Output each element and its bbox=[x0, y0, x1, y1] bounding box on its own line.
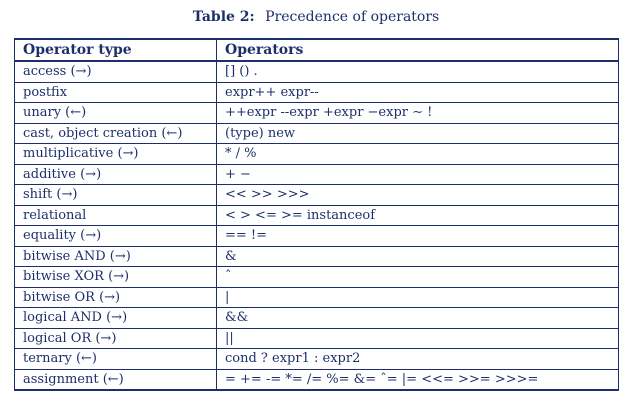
operators-cell: << >> >>> bbox=[216, 184, 619, 206]
operators-cell: < > <= >= instanceof bbox=[216, 204, 619, 226]
operators-cell: expr++ expr-- bbox=[216, 81, 619, 103]
operator-type-cell: bitwise XOR (→) bbox=[14, 266, 217, 288]
operator-type-cell: assignment (←) bbox=[14, 368, 217, 391]
operator-type-cell: access (→) bbox=[14, 60, 217, 83]
operators-cell: | bbox=[216, 286, 619, 308]
table-row: postfix expr++ expr-- bbox=[14, 81, 619, 103]
operators-cell: * / % bbox=[216, 143, 619, 165]
operators-cell: ˆ bbox=[216, 266, 619, 288]
table-header-row: Operator type Operators bbox=[14, 38, 619, 62]
operator-type-cell: multiplicative (→) bbox=[14, 143, 217, 165]
operator-type-cell: bitwise OR (→) bbox=[14, 286, 217, 308]
operator-type-cell: shift (→) bbox=[14, 184, 217, 206]
operators-cell: || bbox=[216, 327, 619, 349]
operator-type-cell: cast, object creation (←) bbox=[14, 122, 217, 144]
operator-type-cell: ternary (←) bbox=[14, 348, 217, 370]
table-row: logical AND (→) && bbox=[14, 307, 619, 329]
operator-type-cell: additive (→) bbox=[14, 163, 217, 185]
operator-type-cell: relational bbox=[14, 204, 217, 226]
operator-type-cell: unary (←) bbox=[14, 102, 217, 124]
table-row: bitwise XOR (→) ˆ bbox=[14, 266, 619, 288]
table-row: logical OR (→) || bbox=[14, 327, 619, 349]
table-caption-label: Table 2: bbox=[192, 9, 255, 25]
operators-cell: (type) new bbox=[216, 122, 619, 144]
table-row: relational < > <= >= instanceof bbox=[14, 204, 619, 226]
table-row: assignment (←) = += -= *= /= %= &= ˆ= |=… bbox=[14, 368, 619, 391]
operators-cell: + − bbox=[216, 163, 619, 185]
table-row: bitwise AND (→) & bbox=[14, 245, 619, 267]
operators-cell: && bbox=[216, 307, 619, 329]
operator-precedence-table: Operator type Operators access (→) [] ()… bbox=[14, 38, 619, 391]
operators-cell: [] () . bbox=[216, 60, 619, 83]
operators-cell: = += -= *= /= %= &= ˆ= |= <<= >>= >>>= bbox=[216, 368, 619, 391]
table-caption-title: Precedence of operators bbox=[265, 9, 440, 25]
table-row: cast, object creation (←) (type) new bbox=[14, 122, 619, 144]
operator-type-cell: logical OR (→) bbox=[14, 327, 217, 349]
table-row: access (→) [] () . bbox=[14, 60, 619, 83]
header-operators: Operators bbox=[216, 38, 619, 62]
table-row: multiplicative (→) * / % bbox=[14, 143, 619, 165]
table-row: equality (→) == != bbox=[14, 225, 619, 247]
table-row: ternary (←) cond ? expr1 : expr2 bbox=[14, 348, 619, 370]
operators-cell: == != bbox=[216, 225, 619, 247]
operator-type-cell: bitwise AND (→) bbox=[14, 245, 217, 267]
table-row: bitwise OR (→) | bbox=[14, 286, 619, 308]
table-row: shift (→) << >> >>> bbox=[14, 184, 619, 206]
operators-cell: cond ? expr1 : expr2 bbox=[216, 348, 619, 370]
operators-cell: & bbox=[216, 245, 619, 267]
table-caption: Table 2: Precedence of operators bbox=[0, 8, 632, 26]
operator-type-cell: equality (→) bbox=[14, 225, 217, 247]
operator-type-cell: postfix bbox=[14, 81, 217, 103]
table-row: additive (→) + − bbox=[14, 163, 619, 185]
operators-cell: ++expr --expr +expr −expr ∼ ! bbox=[216, 102, 619, 124]
table-row: unary (←) ++expr --expr +expr −expr ∼ ! bbox=[14, 102, 619, 124]
operator-type-cell: logical AND (→) bbox=[14, 307, 217, 329]
header-operator-type: Operator type bbox=[14, 38, 217, 62]
